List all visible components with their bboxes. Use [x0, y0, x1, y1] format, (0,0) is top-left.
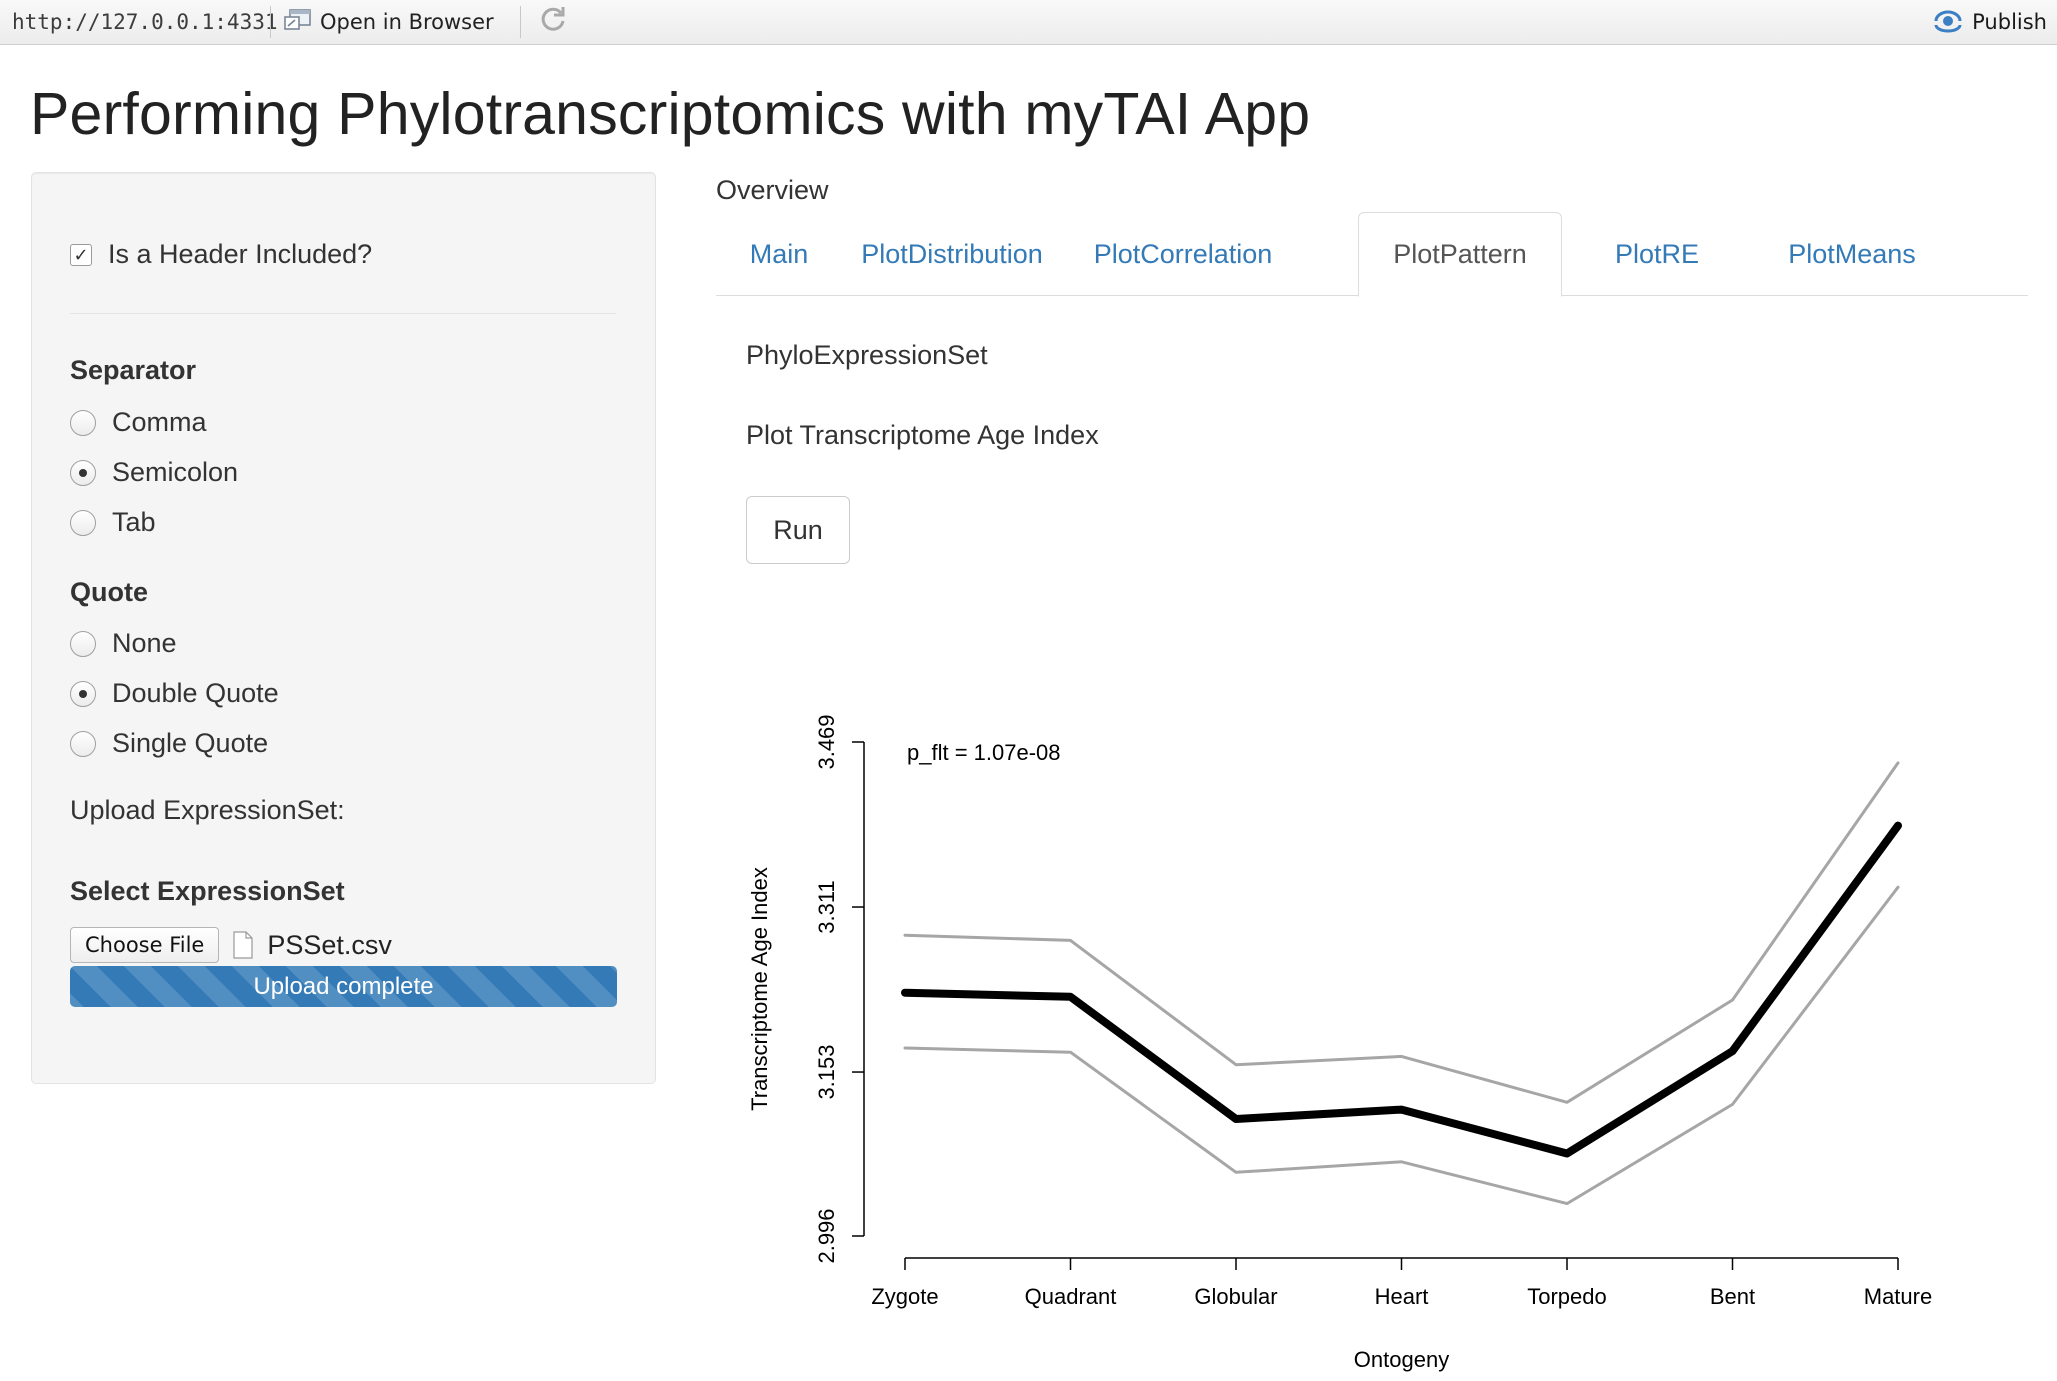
tab-plotre[interactable]: PlotRE	[1614, 238, 1700, 269]
radio-button-selected[interactable]	[70, 459, 96, 486]
p-value-annotation: p_flt = 1.07e-08	[907, 740, 1061, 765]
header-checkbox[interactable]: ✓ Is a Header Included?	[70, 239, 372, 270]
y-tick-label: 2.996	[814, 1208, 839, 1263]
page-title: Performing Phylotranscriptomics with myT…	[30, 81, 1311, 147]
select-expressionset-title: Select ExpressionSet	[70, 876, 345, 906]
choose-file-button[interactable]: Choose File	[70, 927, 220, 963]
radio-label: None	[112, 628, 177, 658]
overview-label: Overview	[716, 175, 829, 205]
radio-button[interactable]	[70, 630, 96, 657]
refresh-button[interactable]	[536, 6, 570, 38]
radio-button[interactable]	[70, 730, 96, 757]
x-tick-label: Bent	[1710, 1284, 1755, 1309]
x-axis-title: Ontogeny	[1354, 1347, 1449, 1372]
tab-plotdistribution[interactable]: PlotDistribution	[861, 238, 1043, 269]
radio-single-quote[interactable]: Single Quote	[70, 728, 268, 759]
radio-double-quote[interactable]: Double Quote	[70, 678, 279, 709]
publish-button[interactable]: Publish	[1932, 6, 2047, 38]
publish-label: Publish	[1972, 10, 2047, 34]
radio-button[interactable]	[70, 409, 96, 436]
open-browser-icon	[284, 8, 312, 37]
file-input[interactable]: Choose File PSSet.csv	[70, 927, 392, 963]
checkmark-icon: ✓	[73, 244, 89, 265]
radio-comma[interactable]: Comma	[70, 407, 207, 438]
separator-title: Separator	[70, 355, 197, 385]
phyloexpressionset-label: PhyloExpressionSet	[746, 340, 988, 370]
toolbar-divider	[270, 6, 271, 38]
y-tick-label: 3.311	[814, 880, 839, 933]
tab-plotpattern[interactable]: PlotPattern	[1358, 212, 1562, 297]
radio-label: Single Quote	[112, 728, 269, 758]
tai-lower-bound-line	[903, 885, 1900, 1206]
tai-pattern-plot: 2.996 3.153 3.311 3.469 Zygote Quadrant Globul…	[747, 714, 1932, 1372]
radio-label: Semicolon	[112, 457, 239, 487]
radio-button-selected[interactable]	[70, 680, 96, 707]
upload-progress-bar: Upload complete	[70, 966, 617, 1007]
refresh-icon	[538, 5, 568, 40]
tai-mean-line	[901, 821, 1902, 1158]
publish-icon	[1932, 7, 1964, 38]
header-checkbox-label: Is a Header Included?	[108, 239, 373, 269]
url-display: http://127.0.0.1:4331	[12, 10, 278, 34]
y-axis-title: Transcriptome Age Index	[747, 867, 772, 1111]
tab-main[interactable]: Main	[749, 238, 809, 269]
radio-semicolon[interactable]: Semicolon	[70, 457, 238, 488]
y-tick-label: 3.469	[814, 714, 839, 769]
toolbar-divider	[520, 6, 521, 38]
tab-plotcorrelation[interactable]: PlotCorrelation	[1093, 238, 1273, 269]
x-tick-label: Globular	[1194, 1284, 1277, 1309]
tai-upper-bound-line	[903, 761, 1900, 1104]
open-in-browser-label: Open in Browser	[320, 10, 494, 34]
tab-plotmeans[interactable]: PlotMeans	[1788, 238, 1916, 269]
radio-label: Comma	[112, 407, 207, 437]
tab-bar: Main PlotDistribution PlotCorrelation Pl…	[716, 212, 2028, 297]
x-tick-label: Mature	[1864, 1284, 1932, 1309]
x-tick-label: Torpedo	[1527, 1284, 1607, 1309]
file-name: PSSet.csv	[267, 929, 392, 960]
checkbox-box[interactable]: ✓	[70, 243, 92, 266]
radio-none[interactable]: None	[70, 628, 177, 659]
radio-label: Double Quote	[112, 678, 279, 708]
sidebar-divider	[70, 313, 616, 314]
x-tick-label: Quadrant	[1025, 1284, 1117, 1309]
plot-tai-label: Plot Transcriptome Age Index	[746, 420, 1099, 450]
open-in-browser-button[interactable]: Open in Browser	[284, 6, 494, 38]
upload-label: Upload ExpressionSet:	[70, 795, 345, 825]
quote-title: Quote	[70, 577, 148, 607]
x-tick-label: Heart	[1375, 1284, 1429, 1309]
file-icon	[233, 931, 253, 959]
y-tick-label: 3.153	[814, 1044, 839, 1099]
run-button[interactable]: Run	[746, 496, 850, 564]
progress-text: Upload complete	[253, 972, 434, 1000]
radio-tab[interactable]: Tab	[70, 507, 156, 538]
sidebar-panel: ✓ Is a Header Included? Separator Comma …	[31, 172, 656, 1084]
radio-button[interactable]	[70, 509, 96, 536]
x-tick-label: Zygote	[871, 1284, 938, 1309]
browser-toolbar: http://127.0.0.1:4331 Open in Browser	[0, 0, 2057, 45]
radio-label: Tab	[112, 507, 156, 537]
